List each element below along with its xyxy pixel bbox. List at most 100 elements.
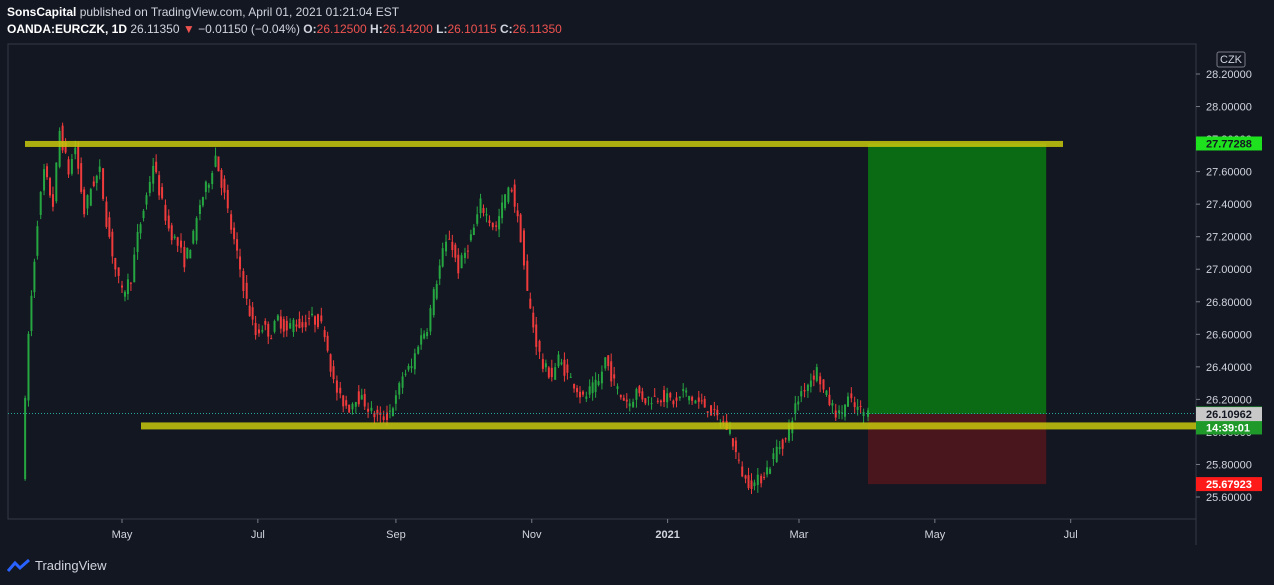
candle-body	[519, 214, 522, 243]
candle-body	[211, 173, 214, 185]
tradingview-brand[interactable]: TradingView	[35, 558, 107, 573]
candle-body	[778, 447, 781, 449]
target-zone[interactable]	[868, 143, 1047, 415]
close-value: 26.11350	[512, 22, 562, 36]
candle-body	[363, 394, 366, 407]
candle-body	[189, 249, 192, 259]
candle-body	[43, 169, 46, 191]
candle-body	[404, 373, 407, 375]
candle-body	[694, 400, 697, 404]
target-price-label: 27.77288	[1206, 138, 1252, 150]
candle-body	[682, 389, 685, 391]
candle-body	[95, 175, 98, 184]
resistance-line[interactable]	[25, 140, 1063, 147]
candle-body	[46, 166, 49, 178]
candle-body	[566, 364, 569, 373]
candle-body	[448, 238, 451, 240]
candle-body	[370, 407, 373, 411]
candle-body	[479, 198, 482, 214]
candle-body	[123, 291, 126, 297]
candle-body	[859, 406, 862, 408]
low-value: 26.10115	[447, 22, 497, 36]
support-line[interactable]	[141, 422, 1196, 430]
high-label: H:	[370, 22, 383, 36]
close-label: C:	[499, 22, 513, 36]
candle-body	[426, 331, 429, 337]
symbol-line: OANDA:EURCZK, 1D 26.11350 ▼ −0.01150 (−0…	[7, 21, 562, 38]
candle-body	[650, 403, 653, 405]
candle-body	[320, 315, 323, 322]
candle-body	[108, 217, 111, 237]
candle-body	[192, 230, 195, 244]
candle-body	[413, 353, 416, 370]
author-name[interactable]: SonsCapital	[7, 5, 77, 19]
candle-body	[111, 231, 114, 257]
candle-body	[114, 257, 117, 270]
candle-body	[248, 305, 251, 317]
candle-body	[214, 155, 217, 167]
candle-body	[491, 222, 494, 228]
x-tick-label: Jul	[251, 529, 265, 541]
candle-body	[429, 308, 432, 332]
candle-body	[669, 393, 672, 398]
open-value: 26.12500	[316, 22, 367, 36]
symbol-label: OANDA:EURCZK, 1D	[7, 22, 127, 36]
candle-body	[285, 320, 288, 331]
candle-body	[781, 439, 784, 449]
candle-body	[700, 400, 703, 402]
candle-body	[672, 400, 675, 405]
candle-body	[541, 359, 544, 369]
candle-body	[507, 187, 510, 203]
candle-body	[828, 394, 831, 405]
candle-body	[526, 260, 529, 291]
y-tick-label: 25.80000	[1206, 459, 1252, 471]
candle-body	[737, 459, 740, 461]
candle-body	[547, 367, 550, 378]
candle-body	[139, 224, 142, 234]
candle-body	[706, 411, 709, 413]
candle-body	[80, 163, 83, 192]
candle-body	[563, 359, 566, 376]
candle-body	[457, 254, 460, 274]
y-tick-label: 28.20000	[1206, 69, 1252, 81]
candle-body	[638, 386, 641, 394]
candle-body	[569, 376, 572, 378]
candle-body	[158, 175, 161, 196]
candle-body	[576, 388, 579, 393]
footer: TradingView	[7, 558, 107, 573]
candle-body	[133, 254, 136, 283]
candle-body	[198, 205, 201, 214]
candle-body	[102, 168, 105, 199]
candle-body	[550, 367, 553, 378]
candle-body	[472, 227, 475, 235]
candle-body	[597, 381, 600, 385]
candle-body	[600, 371, 603, 384]
candle-body	[466, 250, 469, 252]
candle-body	[635, 389, 638, 400]
candle-body	[142, 210, 145, 219]
candle-body	[245, 282, 248, 299]
candle-body	[529, 298, 532, 309]
candle-body	[747, 475, 750, 489]
candle-body	[170, 225, 173, 241]
candle-body	[316, 314, 319, 328]
candle-body	[282, 319, 285, 332]
candle-body	[217, 156, 220, 172]
candle-body	[703, 398, 706, 408]
candle-body	[819, 376, 822, 385]
candle-body	[741, 466, 744, 477]
candle-body	[760, 475, 763, 484]
candle-body	[769, 468, 772, 474]
candle-body	[420, 335, 423, 345]
candle-body	[354, 401, 357, 407]
candle-body	[794, 403, 797, 414]
candle-body	[180, 240, 183, 248]
x-tick-label: Sep	[386, 529, 406, 541]
target-price-label-bg	[1196, 136, 1262, 151]
candle-body	[173, 236, 176, 238]
candle-body	[604, 357, 607, 369]
candle-body	[544, 363, 547, 368]
candle-body	[226, 190, 229, 209]
bar-countdown-label: 14:39:01	[1206, 422, 1250, 434]
